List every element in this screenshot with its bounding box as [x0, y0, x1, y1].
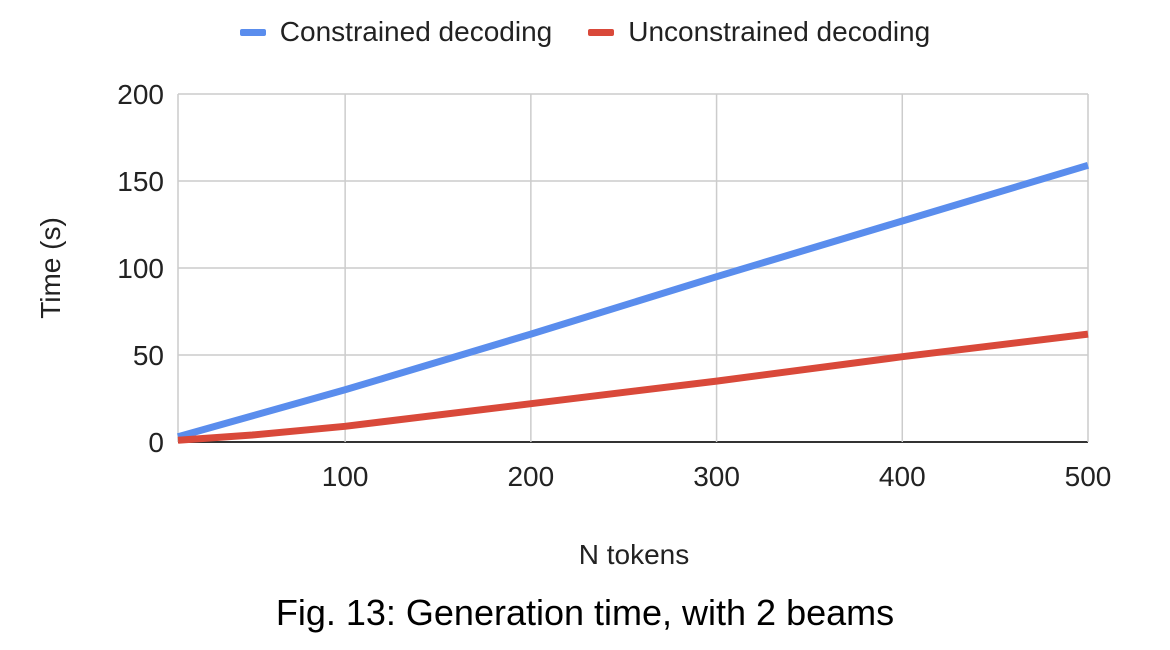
y-tick-label: 0	[148, 427, 164, 458]
y-tick-label: 150	[117, 166, 164, 197]
legend-label-unconstrained: Unconstrained decoding	[628, 16, 931, 47]
y-axis-title: Time (s)	[35, 217, 66, 319]
axis-ticks: 0 50 100 150 200 100 200 300 400 500	[117, 79, 1111, 492]
legend-item-constrained: Constrained decoding	[239, 16, 553, 48]
x-tick-label: 500	[1065, 461, 1112, 492]
legend-item-unconstrained: Unconstrained decoding	[588, 16, 930, 48]
x-axis-title: N tokens	[579, 539, 690, 570]
line-chart: 0 50 100 150 200 100 200 300 400 500 N tokens Tim…	[35, 79, 1111, 570]
x-tick-label: 200	[507, 461, 554, 492]
y-tick-label: 100	[117, 253, 164, 284]
chart-series	[177, 161, 1090, 444]
y-tick-label: 200	[117, 79, 164, 110]
x-tick-label: 100	[322, 461, 369, 492]
x-tick-label: 400	[879, 461, 926, 492]
figure-caption: Fig. 13: Generation time, with 2 beams	[275, 592, 895, 633]
series-line-constrained	[177, 161, 1090, 441]
legend-swatch-unconstrained	[588, 28, 615, 36]
chart-legend: Constrained decoding Unconstrained decod…	[0, 16, 1170, 48]
legend-label-constrained: Constrained decoding	[279, 16, 553, 47]
x-tick-label: 300	[693, 461, 740, 492]
legend-swatch-constrained	[239, 28, 266, 36]
series-line-unconstrained	[177, 330, 1089, 444]
y-tick-label: 50	[133, 340, 164, 371]
